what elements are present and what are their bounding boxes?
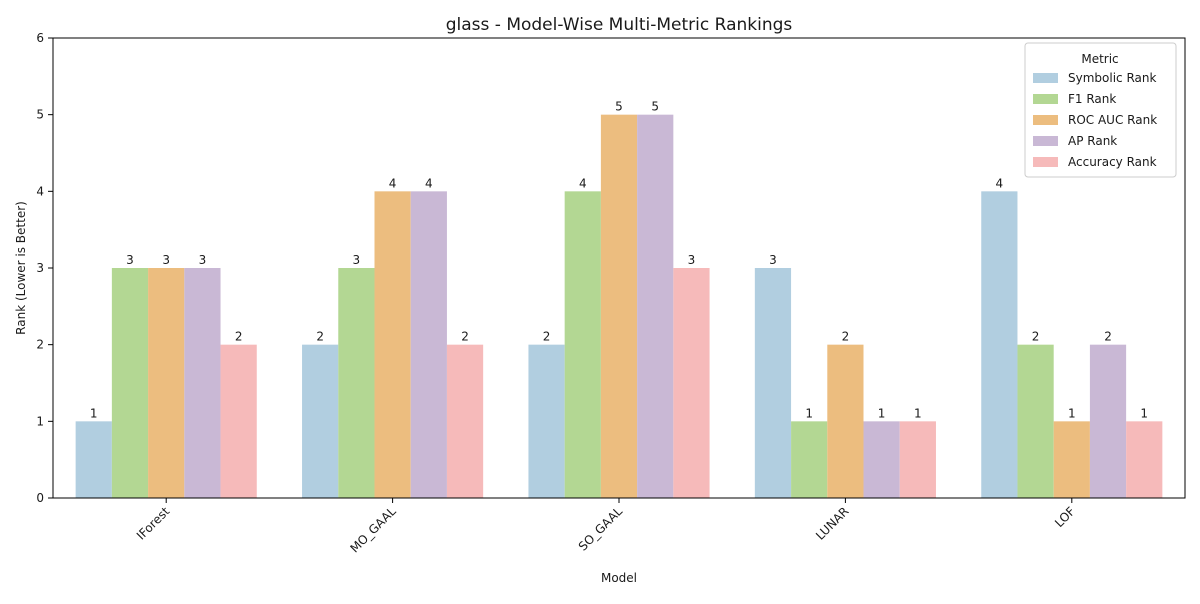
bar-value-label: 1 (805, 406, 813, 420)
legend-frame (1024, 42, 1177, 178)
y-tick-label: 4 (36, 184, 44, 198)
legend-swatch (1033, 115, 1058, 125)
legend: Metric Symbolic Rank F1 Rank ROC AUC Rank A… (1024, 42, 1177, 178)
legend-label: F1 Rank (1068, 92, 1116, 106)
bar-value-label: 4 (425, 176, 433, 190)
bar (564, 191, 601, 499)
bar-value-label: 5 (651, 100, 659, 114)
bar-value-label: 1 (914, 406, 922, 420)
bar (1089, 344, 1127, 498)
chart-title: glass - Model-Wise Multi-Metric Rankings (446, 15, 793, 35)
bar (1053, 421, 1090, 498)
bar-value-label: 1 (90, 406, 98, 420)
bar (528, 344, 565, 498)
bar-value-label: 2 (1032, 330, 1040, 344)
bar (981, 191, 1018, 499)
bar (600, 114, 638, 499)
bar-value-label: 1 (1140, 406, 1148, 420)
bar (302, 344, 339, 498)
bar-value-label: 1 (1068, 406, 1076, 420)
bar (863, 421, 900, 498)
bar (673, 268, 710, 498)
legend-swatch (1033, 157, 1058, 167)
bar (111, 268, 149, 498)
bar (220, 344, 257, 498)
bar (338, 268, 375, 498)
legend-swatch (1033, 136, 1058, 146)
bar-value-label: 2 (1104, 330, 1112, 344)
bar-value-label: 3 (162, 253, 170, 267)
bar-value-label: 3 (353, 253, 361, 267)
bar (75, 421, 112, 498)
legend-items: Symbolic Rank F1 Rank ROC AUC Rank AP Rank A… (1033, 71, 1157, 169)
bar (374, 191, 411, 499)
bar-value-label: 2 (235, 330, 243, 344)
bar (637, 114, 674, 499)
legend-label: AP Rank (1068, 134, 1117, 148)
bar (1126, 421, 1163, 498)
bar (184, 268, 221, 498)
bar-value-label: 2 (316, 330, 324, 344)
bar-value-label: 3 (199, 253, 207, 267)
x-tick-label: SO_GAAL (576, 504, 626, 554)
bar (791, 421, 828, 498)
bar (754, 268, 792, 498)
y-axis-label: Rank (Lower is Better) (14, 201, 28, 335)
y-tick-label: 2 (36, 338, 44, 352)
legend-swatch (1033, 73, 1058, 83)
bar-value-label: 3 (688, 253, 696, 267)
bar-value-label: 2 (461, 330, 469, 344)
bar-value-label: 5 (615, 100, 623, 114)
y-tick-label: 3 (36, 261, 44, 275)
bar-value-label: 3 (769, 253, 777, 267)
bar (410, 191, 447, 499)
bar (899, 421, 936, 498)
y-tick-label: 5 (36, 108, 44, 122)
bar (827, 344, 864, 498)
bar-value-label: 2 (842, 330, 850, 344)
plot-area: 1 2 2 3 4 3 3 4 1 2 3 4 5 2 1 3 4 5 1 2 2 2 3 1 1 0 1 2 3 4 5 6 IForest M… (36, 31, 1186, 556)
legend-label: Accuracy Rank (1068, 155, 1157, 169)
legend-label: Symbolic Rank (1068, 71, 1156, 85)
bar (446, 344, 484, 498)
x-tick-label: LUNAR (813, 504, 851, 542)
y-tick-label: 6 (36, 31, 44, 45)
bar-value-label: 3 (126, 253, 134, 267)
x-tick-label: IForest (134, 504, 173, 543)
bar-value-label: 2 (543, 330, 551, 344)
y-tick-label: 0 (36, 491, 44, 505)
legend-label: ROC AUC Rank (1068, 113, 1157, 127)
bar (148, 268, 185, 498)
bar-value-label: 4 (996, 176, 1004, 190)
x-tick-label: LOF (1052, 504, 1078, 530)
bar-value-label: 4 (389, 176, 397, 190)
x-tick-label: MO_GAAL (347, 504, 399, 556)
bar (1017, 344, 1054, 498)
x-axis-label: Model (601, 571, 637, 585)
legend-swatch (1033, 94, 1058, 104)
bar-value-label: 1 (878, 406, 886, 420)
y-tick-label: 1 (36, 414, 44, 428)
bar-value-label: 4 (579, 176, 587, 190)
legend-title: Metric (1081, 52, 1118, 66)
